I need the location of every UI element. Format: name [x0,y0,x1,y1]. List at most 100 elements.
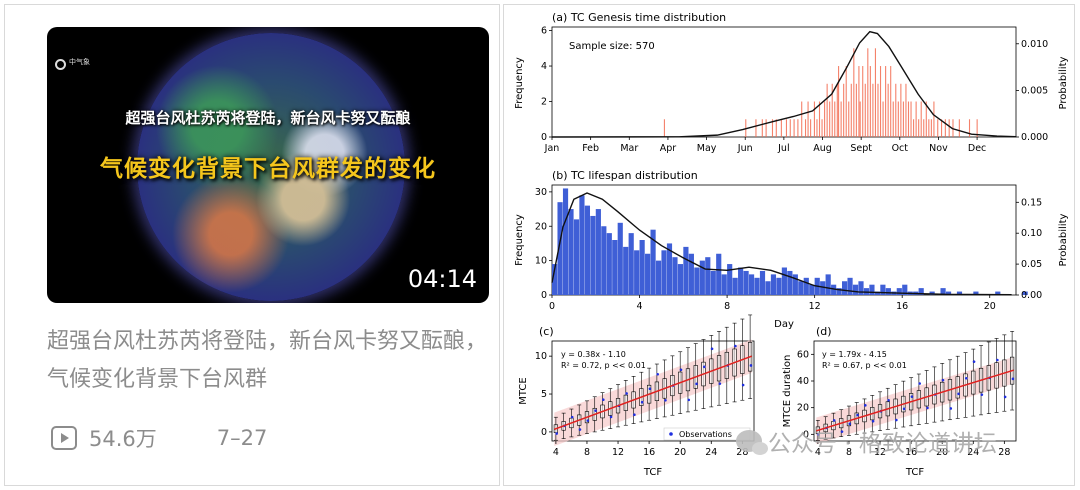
duration-observation-point [926,406,929,410]
genesis-bar [853,48,855,137]
duration-observation-point [871,419,875,423]
genesis-x-tick-label: Jan [544,143,560,154]
genesis-bar [958,119,960,137]
mtce-x-tick-label: 28 [736,447,748,458]
research-figure: (a) TC Genesis time distribution Sample … [503,4,1075,486]
mtce-observation-point [734,344,737,348]
genesis-bar [780,119,782,137]
genesis-bar [948,119,950,137]
lifespan-bar [880,284,886,295]
lifespan-bar [803,277,809,295]
mtce-x-tick-label: 24 [705,447,717,458]
duration-y-tick-label: 40 [797,376,809,387]
lifespan-bar [836,288,842,295]
wechat-icon [736,430,768,455]
mtce-observation-point [633,413,636,417]
genesis-bar [879,66,882,137]
genesis-y-tick-label: 4 [541,61,547,72]
lifespan-panel: (b) TC lifespan distribution Frequency P… [514,169,1069,330]
genesis-bar [928,119,930,137]
video-card[interactable]: 中气象 超强台风杜苏芮将登陆，新台风卡努又酝酿 气候变化背景下台风群发的变化 0… [4,4,500,486]
genesis-bar [801,101,803,137]
genesis-bar [813,101,815,137]
duration-ylabel: MTCE duration [782,355,793,428]
lifespan-bar [661,250,667,295]
mtce-x-tick-label: 20 [674,447,686,458]
genesis-bar [836,83,838,137]
genesis-bar [771,119,774,137]
mtce-observation-point [594,409,597,412]
lifespan-xlabel: Day [774,319,794,330]
view-count: 54.6万 [89,427,157,451]
genesis-ylabel: Frequency [514,57,525,109]
lifespan-bar [748,274,755,295]
channel-logo-icon [55,59,66,70]
duration-x-tick-label: 8 [846,447,852,458]
lifespan-bar [552,264,558,295]
lifespan-bar [617,222,623,295]
lifespan-bar [655,260,662,295]
genesis-bar [905,83,907,137]
genesis-bar [834,101,836,137]
lifespan-x-tick-label: 0 [549,301,555,312]
duration-x-tick-label: 4 [815,447,821,458]
duration-observation-point [957,392,960,396]
video-thumbnail[interactable]: 中气象 超强台风杜苏芮将登陆，新台风卡努又酝酿 气候变化背景下台风群发的变化 0… [47,27,489,303]
genesis-bar [824,101,826,137]
genesis-bar [789,119,791,137]
duration-x-tick-label: 28 [998,447,1010,458]
genesis-x-tick-label: Dec [968,143,986,154]
lifespan-bar [568,209,574,295]
lifespan-bar [688,253,694,295]
lifespan-bar [557,202,563,295]
genesis-bar [864,83,866,137]
genesis-x-tick-label: Apr [660,143,677,154]
duration-observation-point [965,376,968,380]
lifespan-bar [831,284,837,295]
lifespan-y2-tick-label: 0.10 [1021,228,1042,239]
genesis-bar [755,119,757,137]
lifespan-bar [584,205,591,295]
mtce-x-tick-label: 16 [643,447,655,458]
lifespan-bar [852,284,859,295]
genesis-bar [840,101,842,137]
mtce-y-tick-label: 5 [541,389,547,400]
lifespan-bar [683,246,689,295]
lifespan-bar [699,260,705,295]
genesis-bar [944,119,946,137]
genesis-x-tick-label: Aug [813,143,832,154]
watermark: 公众号 · 格致论道讲坛 [736,424,997,458]
genesis-bar [915,101,917,137]
genesis-bar [930,119,932,137]
duration-panel: (d) y = 1.79x - 4.15 R² = 0.67, p << 0.0… [782,325,1017,478]
genesis-bar [937,119,939,137]
mtce-observation-point [679,368,683,372]
mtce-observation-point [625,392,628,395]
genesis-bar [826,83,828,137]
duration-x-tick-label: 20 [936,447,948,458]
lifespan-bar [672,257,678,295]
genesis-bar [940,119,943,137]
duration-observation-point [910,395,914,398]
genesis-bar [910,101,912,137]
mtce-observation-point [695,382,698,386]
figure-canvas: (a) TC Genesis time distribution Sample … [514,11,1069,478]
lifespan-bar [820,281,826,295]
lifespan-bar [666,243,673,295]
lifespan-bar [705,257,711,295]
lifespan-bar [595,209,601,295]
duration-observation-point [996,358,999,362]
lifespan-bar [809,284,815,295]
lifespan-bar [732,277,738,295]
lifespan-bar [710,270,716,295]
genesis-y-tick-label: 6 [541,26,547,37]
duration-observation-point [895,418,898,422]
genesis-x-tick-label: Jul [777,143,789,154]
duration-observation-point [1011,377,1015,381]
duration-equation: y = 1.79x - 4.15 [822,350,887,359]
lifespan-x-tick-label: 12 [809,301,821,312]
mtce-equation: y = 0.38x - 1.10 [561,350,626,359]
video-title[interactable]: 超强台风杜苏芮将登陆，新台风卡努又酝酿，气候变化背景下台风群 [47,329,488,392]
duration-xlabel: TCF [905,467,925,478]
lifespan-bar [650,229,656,295]
